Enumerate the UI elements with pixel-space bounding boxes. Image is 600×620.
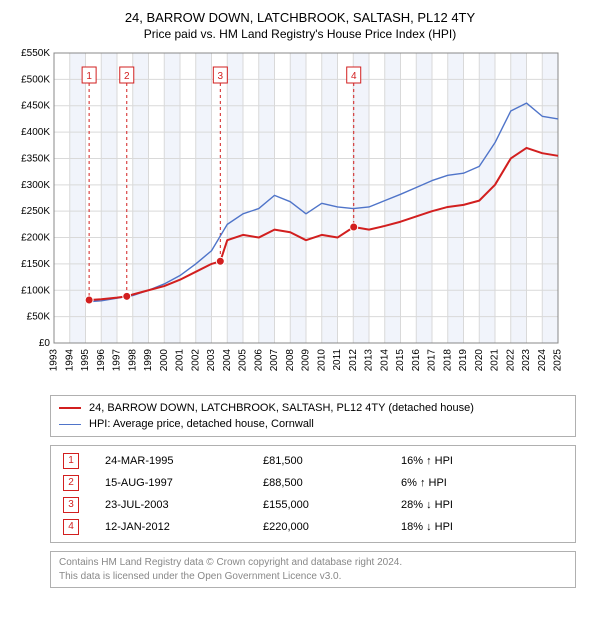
- chart-title-address: 24, BARROW DOWN, LATCHBROOK, SALTASH, PL…: [10, 10, 590, 25]
- event-price: £220,000: [259, 516, 397, 538]
- svg-text:2012: 2012: [348, 349, 359, 372]
- svg-text:3: 3: [218, 71, 224, 82]
- sale-event-row: 1 24-MAR-1995£81,50016% ↑ HPI: [59, 450, 567, 472]
- legend: 24, BARROW DOWN, LATCHBROOK, SALTASH, PL…: [50, 395, 576, 437]
- svg-text:2016: 2016: [411, 349, 422, 372]
- svg-text:£100K: £100K: [21, 285, 50, 296]
- sale-event-row: 4 12-JAN-2012£220,00018% ↓ HPI: [59, 516, 567, 538]
- svg-text:2015: 2015: [395, 349, 406, 372]
- legend-label: 24, BARROW DOWN, LATCHBROOK, SALTASH, PL…: [89, 402, 474, 414]
- svg-text:2009: 2009: [301, 349, 312, 372]
- svg-text:£400K: £400K: [21, 127, 50, 138]
- event-date: 15-AUG-1997: [101, 472, 259, 494]
- svg-text:2008: 2008: [285, 349, 296, 372]
- svg-text:2: 2: [124, 71, 130, 82]
- svg-text:2021: 2021: [490, 349, 501, 372]
- sale-event-row: 3 23-JUL-2003£155,00028% ↓ HPI: [59, 494, 567, 516]
- legend-swatch: [59, 407, 81, 409]
- svg-text:£300K: £300K: [21, 180, 50, 191]
- svg-text:4: 4: [351, 71, 357, 82]
- event-price: £88,500: [259, 472, 397, 494]
- svg-text:2004: 2004: [222, 349, 233, 372]
- svg-text:2022: 2022: [505, 349, 516, 372]
- svg-text:2011: 2011: [332, 349, 343, 371]
- data-attribution: Contains HM Land Registry data © Crown c…: [50, 551, 576, 588]
- svg-text:£200K: £200K: [21, 233, 50, 244]
- svg-text:£0: £0: [39, 338, 51, 349]
- sale-event-row: 2 15-AUG-1997£88,5006% ↑ HPI: [59, 472, 567, 494]
- legend-item: HPI: Average price, detached house, Corn…: [59, 416, 567, 432]
- legend-swatch: [59, 424, 81, 425]
- svg-text:1998: 1998: [127, 349, 138, 372]
- event-date: 24-MAR-1995: [101, 450, 259, 472]
- price-chart: £0 £50K £100K £150K £200K £250K £300K £350K £400…: [10, 47, 590, 387]
- event-delta: 18% ↓ HPI: [397, 516, 567, 538]
- svg-text:£50K: £50K: [27, 312, 51, 323]
- svg-text:£450K: £450K: [21, 101, 50, 112]
- svg-text:2005: 2005: [238, 349, 249, 372]
- event-marker: 3: [63, 497, 79, 513]
- svg-text:1995: 1995: [80, 349, 91, 372]
- svg-text:1999: 1999: [143, 349, 154, 372]
- svg-text:2000: 2000: [159, 349, 170, 372]
- svg-text:£500K: £500K: [21, 74, 50, 85]
- svg-text:2024: 2024: [537, 349, 548, 372]
- attribution-line2: This data is licensed under the Open Gov…: [59, 570, 567, 584]
- svg-text:2018: 2018: [442, 349, 453, 372]
- svg-text:2006: 2006: [253, 349, 264, 372]
- svg-text:2002: 2002: [190, 349, 201, 372]
- svg-text:1997: 1997: [112, 349, 123, 372]
- chart-title-subtitle: Price paid vs. HM Land Registry's House …: [10, 27, 590, 41]
- event-delta: 28% ↓ HPI: [397, 494, 567, 516]
- svg-text:2003: 2003: [206, 349, 217, 372]
- event-delta: 6% ↑ HPI: [397, 472, 567, 494]
- svg-text:2010: 2010: [316, 349, 327, 372]
- svg-text:1: 1: [86, 71, 92, 82]
- svg-text:£550K: £550K: [21, 48, 50, 59]
- svg-text:2007: 2007: [269, 349, 280, 372]
- svg-text:£250K: £250K: [21, 206, 50, 217]
- svg-text:2019: 2019: [458, 349, 469, 372]
- svg-text:£150K: £150K: [21, 259, 50, 270]
- svg-text:1996: 1996: [96, 349, 107, 372]
- svg-text:2025: 2025: [553, 349, 564, 372]
- event-marker: 2: [63, 475, 79, 491]
- event-marker: 4: [63, 519, 79, 535]
- event-price: £81,500: [259, 450, 397, 472]
- attribution-line1: Contains HM Land Registry data © Crown c…: [59, 556, 567, 570]
- sale-events-table: 1 24-MAR-1995£81,50016% ↑ HPI 2 15-AUG-1997…: [50, 445, 576, 543]
- event-price: £155,000: [259, 494, 397, 516]
- event-date: 12-JAN-2012: [101, 516, 259, 538]
- event-delta: 16% ↑ HPI: [397, 450, 567, 472]
- svg-text:1994: 1994: [64, 349, 75, 372]
- svg-text:2014: 2014: [379, 349, 390, 372]
- svg-text:2017: 2017: [427, 349, 438, 372]
- svg-text:2020: 2020: [474, 349, 485, 372]
- legend-item: 24, BARROW DOWN, LATCHBROOK, SALTASH, PL…: [59, 400, 567, 416]
- svg-text:2023: 2023: [521, 349, 532, 372]
- svg-text:2013: 2013: [364, 349, 375, 372]
- legend-label: HPI: Average price, detached house, Corn…: [89, 418, 314, 430]
- event-date: 23-JUL-2003: [101, 494, 259, 516]
- svg-text:£350K: £350K: [21, 153, 50, 164]
- event-marker: 1: [63, 453, 79, 469]
- svg-text:2001: 2001: [175, 349, 186, 372]
- svg-text:1993: 1993: [49, 349, 60, 372]
